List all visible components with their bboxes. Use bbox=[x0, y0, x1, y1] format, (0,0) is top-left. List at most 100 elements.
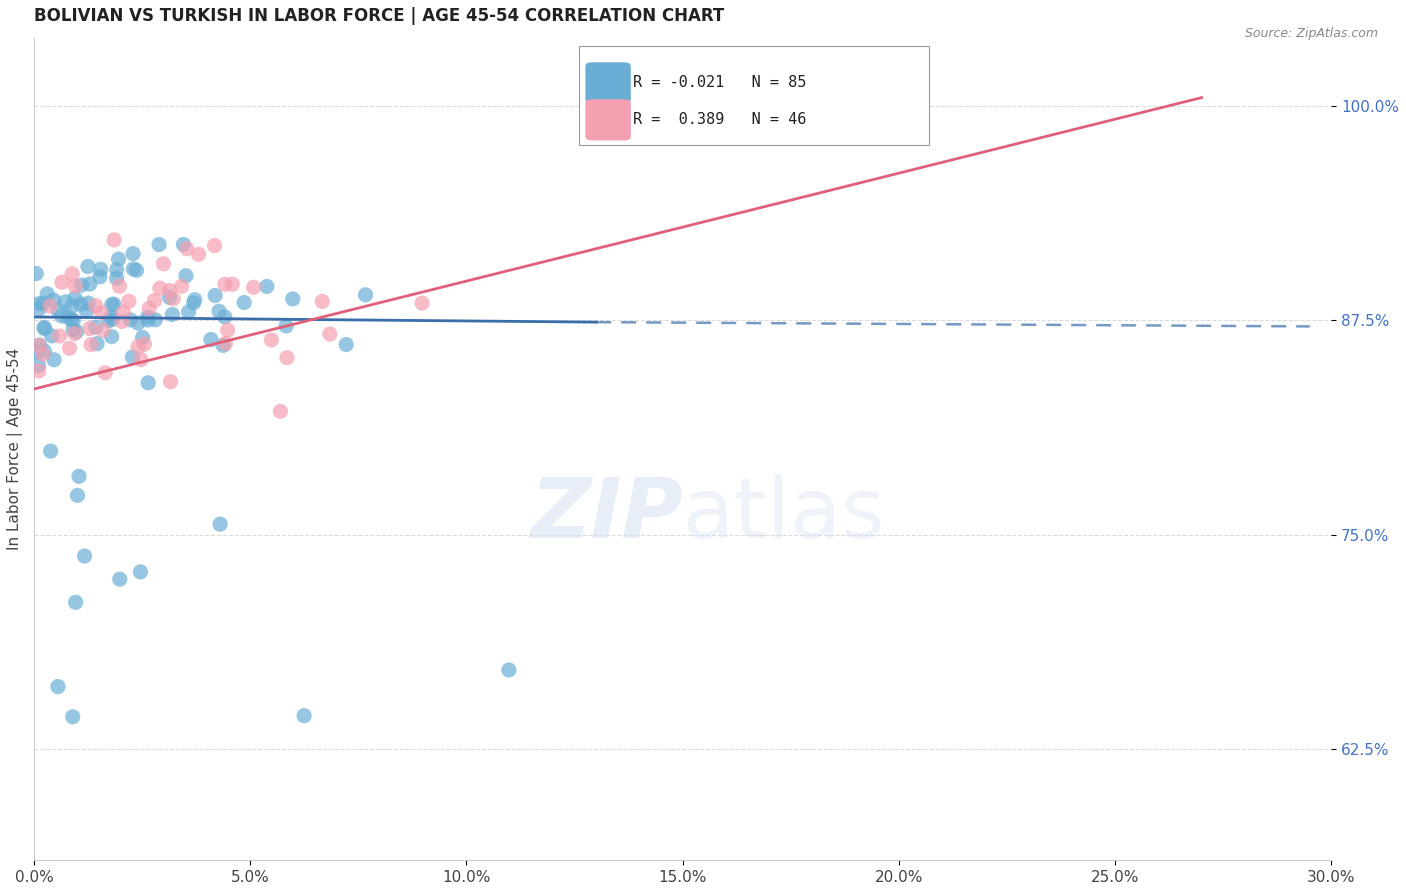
Bolivians bbox=[28, 301, 51, 316]
Turks bbox=[63, 326, 86, 341]
Bolivians bbox=[129, 565, 152, 579]
Bolivians bbox=[56, 310, 79, 325]
Bolivians bbox=[46, 680, 69, 694]
Turks bbox=[91, 323, 114, 337]
Bolivians bbox=[86, 336, 108, 351]
Bolivians bbox=[354, 287, 377, 301]
Turks bbox=[94, 366, 117, 380]
Turks bbox=[170, 279, 193, 293]
Turks bbox=[149, 281, 172, 295]
Bolivians bbox=[34, 343, 56, 358]
Bolivians bbox=[84, 320, 107, 334]
Bolivians bbox=[70, 278, 93, 293]
Turks bbox=[162, 292, 184, 306]
Turks bbox=[51, 275, 73, 289]
Bolivians bbox=[184, 293, 207, 307]
FancyBboxPatch shape bbox=[585, 62, 631, 103]
Turks bbox=[187, 247, 209, 261]
Turks bbox=[48, 329, 70, 343]
Bolivians bbox=[100, 310, 122, 324]
Bolivians bbox=[51, 309, 73, 323]
Bolivians bbox=[335, 337, 357, 351]
Bolivians bbox=[183, 296, 205, 310]
Bolivians bbox=[90, 262, 112, 277]
Turks bbox=[32, 347, 55, 361]
Bolivians bbox=[233, 295, 256, 310]
Turks bbox=[118, 294, 141, 309]
Turks bbox=[84, 299, 107, 313]
Bolivians bbox=[108, 572, 131, 586]
Turks bbox=[214, 277, 236, 292]
Turks bbox=[79, 321, 101, 335]
FancyBboxPatch shape bbox=[579, 45, 929, 145]
Bolivians bbox=[89, 269, 111, 284]
Bolivians bbox=[73, 549, 96, 563]
Turks bbox=[159, 284, 181, 298]
Bolivians bbox=[75, 304, 97, 318]
Turks bbox=[103, 233, 125, 247]
Turks bbox=[269, 404, 291, 418]
Bolivians bbox=[172, 237, 194, 252]
Bolivians bbox=[37, 287, 59, 301]
Text: atlas: atlas bbox=[683, 475, 884, 556]
Turks bbox=[39, 299, 62, 313]
Bolivians bbox=[131, 330, 153, 344]
Bolivians bbox=[208, 304, 231, 318]
Bolivians bbox=[53, 294, 76, 309]
Turks bbox=[58, 341, 80, 355]
Turks bbox=[108, 279, 131, 293]
Turks bbox=[127, 340, 149, 354]
Bolivians bbox=[148, 237, 170, 252]
Bolivians bbox=[159, 290, 181, 304]
Bolivians bbox=[120, 313, 142, 327]
Bolivians bbox=[136, 313, 159, 327]
Bolivians bbox=[34, 321, 56, 335]
Turks bbox=[65, 279, 87, 293]
Bolivians bbox=[63, 291, 86, 305]
FancyBboxPatch shape bbox=[585, 99, 631, 140]
Bolivians bbox=[67, 469, 90, 483]
Bolivians bbox=[209, 517, 232, 532]
Text: R = -0.021   N = 85: R = -0.021 N = 85 bbox=[633, 75, 807, 90]
Bolivians bbox=[498, 663, 520, 677]
Turks bbox=[80, 337, 103, 351]
Text: R =  0.389   N = 46: R = 0.389 N = 46 bbox=[633, 112, 807, 128]
Turks bbox=[411, 296, 433, 310]
Bolivians bbox=[101, 297, 124, 311]
Bolivians bbox=[136, 376, 159, 390]
Bolivians bbox=[121, 350, 143, 364]
Turks bbox=[152, 257, 174, 271]
Text: BOLIVIAN VS TURKISH IN LABOR FORCE | AGE 45-54 CORRELATION CHART: BOLIVIAN VS TURKISH IN LABOR FORCE | AGE… bbox=[34, 7, 724, 25]
Bolivians bbox=[97, 313, 120, 327]
Turks bbox=[28, 338, 51, 352]
Bolivians bbox=[28, 296, 51, 310]
Bolivians bbox=[42, 352, 65, 367]
Turks bbox=[214, 336, 236, 351]
Turks bbox=[143, 293, 166, 308]
Bolivians bbox=[122, 246, 145, 260]
Bolivians bbox=[143, 313, 166, 327]
Turks bbox=[260, 333, 283, 347]
Bolivians bbox=[77, 260, 100, 274]
Bolivians bbox=[101, 312, 124, 326]
Bolivians bbox=[66, 488, 89, 502]
Y-axis label: In Labor Force | Age 45-54: In Labor Force | Age 45-54 bbox=[7, 348, 22, 550]
Bolivians bbox=[41, 329, 63, 343]
Bolivians bbox=[70, 297, 93, 311]
Bolivians bbox=[212, 338, 235, 352]
Bolivians bbox=[292, 708, 315, 723]
Bolivians bbox=[107, 252, 129, 267]
Bolivians bbox=[100, 329, 122, 343]
Turks bbox=[221, 277, 243, 292]
Bolivians bbox=[66, 325, 89, 339]
Bolivians bbox=[27, 359, 49, 373]
Bolivians bbox=[122, 261, 145, 276]
Turks bbox=[319, 326, 342, 341]
Bolivians bbox=[60, 299, 83, 313]
Bolivians bbox=[127, 316, 149, 330]
Bolivians bbox=[46, 303, 69, 318]
Bolivians bbox=[77, 296, 100, 310]
Bolivians bbox=[200, 333, 222, 347]
Bolivians bbox=[177, 305, 200, 319]
Turks bbox=[311, 294, 333, 309]
